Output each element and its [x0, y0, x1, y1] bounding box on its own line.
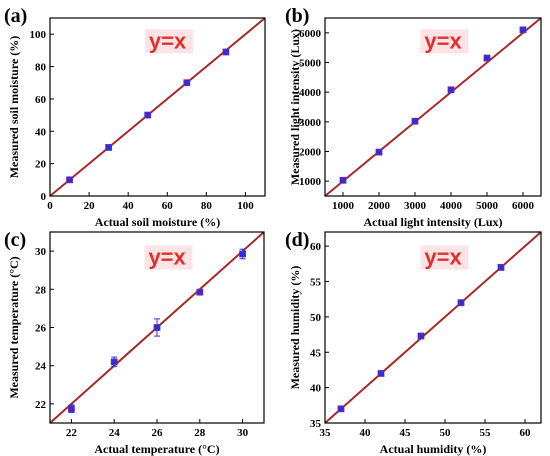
data-point — [447, 86, 455, 94]
data-point — [222, 48, 230, 56]
x-tick-label: 40 — [123, 200, 135, 212]
x-tick-label: 55 — [480, 427, 492, 439]
data-point — [183, 79, 191, 87]
x-tick-label: 4000 — [440, 200, 463, 212]
data-point — [66, 176, 73, 184]
y-axis-title: Measured light intensity (Lux) — [288, 29, 302, 185]
x-tick-label: 20 — [84, 200, 96, 212]
annotation-highlight — [144, 29, 193, 54]
x-axis-title: Actual soil moisture (%) — [95, 215, 220, 229]
x-tick-label: 22 — [66, 427, 78, 439]
y-axis-title: Measured humidity (%) — [288, 266, 302, 390]
chart-panel-1: y=x 0 20 40 60 80 100 0 20 40 60 80 100 Actual soil m… — [4, 5, 266, 229]
x-axis-title: Actual temperature (°C) — [94, 442, 219, 456]
y-tick-label: 5000 — [299, 58, 322, 70]
panel-label: (b) — [285, 5, 309, 27]
y-tick-label: 40 — [35, 126, 47, 138]
annotation-label: y=x — [148, 244, 186, 269]
fit-line — [325, 18, 541, 196]
data-point — [239, 250, 247, 258]
y-tick-label: 45 — [310, 347, 322, 359]
plot-frame — [49, 17, 266, 197]
y-tick-label: 26 — [35, 323, 47, 335]
x-tick-label: 1000 — [332, 200, 355, 212]
data-point — [375, 148, 383, 156]
y-tick-label: 55 — [310, 277, 322, 289]
annotation-label: y=x — [424, 28, 462, 53]
y-tick-label: 28 — [35, 284, 47, 296]
x-tick-label: 45 — [400, 427, 412, 439]
y-tick-label: 40 — [310, 383, 322, 395]
x-tick-label: 2000 — [368, 200, 391, 212]
fit-line — [50, 18, 265, 196]
plot-frame — [324, 17, 542, 197]
x-axis-title: Actual humidity (%) — [380, 442, 487, 456]
y-tick-label: 100 — [30, 29, 47, 41]
y-tick-label: 50 — [310, 312, 322, 324]
y-tick-label: 0 — [41, 191, 47, 203]
y-tick-label: 6000 — [299, 28, 322, 40]
x-tick-label: 6000 — [512, 200, 535, 212]
x-axis-title: Actual light intensity (Lux) — [363, 215, 502, 229]
data-point — [497, 263, 505, 271]
x-tick-label: 28 — [194, 427, 206, 439]
x-tick-label: 60 — [520, 427, 532, 439]
x-tick-label: 5000 — [476, 200, 499, 212]
data-point — [105, 144, 113, 151]
annotation-label: y=x — [149, 28, 187, 53]
data-point — [339, 176, 347, 184]
annotation-highlight — [420, 29, 469, 54]
y-tick-label: 30 — [35, 246, 47, 258]
y-tick-label: 4000 — [299, 87, 322, 99]
x-tick-label: 40 — [360, 427, 372, 439]
data-point — [68, 405, 75, 413]
data-point — [144, 111, 152, 119]
data-point — [196, 288, 204, 296]
y-tick-label: 22 — [35, 399, 47, 411]
x-tick-label: 3000 — [404, 200, 427, 212]
x-tick-label: 26 — [152, 427, 164, 439]
data-point — [337, 405, 345, 413]
y-tick-label: 20 — [35, 159, 47, 171]
x-tick-label: 100 — [237, 200, 254, 212]
y-axis-title: Measured soil moisture (%) — [7, 36, 21, 179]
y-tick-label: 35 — [310, 418, 322, 430]
chart-panel-4: y=x 35 40 45 50 55 60 35 40 45 50 55 60 Actual humidi… — [285, 229, 542, 456]
panel-label: (d) — [285, 229, 309, 251]
data-point — [110, 358, 118, 366]
data-point — [457, 299, 465, 307]
fit-line — [325, 232, 541, 423]
y-tick-label: 60 — [35, 94, 47, 106]
y-tick-label: 1000 — [299, 176, 322, 188]
annotation-highlight — [144, 245, 193, 270]
y-tick-label: 24 — [35, 361, 47, 373]
annotation-label: y=x — [424, 244, 462, 269]
annotation-highlight — [420, 245, 469, 270]
y-tick-label: 2000 — [299, 147, 322, 159]
y-axis-title: Measured temperature (°C) — [7, 256, 21, 398]
x-tick-label: 80 — [201, 200, 213, 212]
y-tick-label: 60 — [310, 241, 322, 253]
data-point — [519, 26, 527, 34]
y-tick-label: 80 — [35, 62, 47, 74]
plot-frame — [324, 231, 542, 424]
x-tick-label: 50 — [440, 427, 452, 439]
chart-panel-3: y=x 22 24 26 28 30 22 24 26 28 30 Actual temperatur… — [4, 229, 265, 456]
data-point — [483, 54, 491, 62]
data-point — [411, 117, 419, 125]
y-tick-label: 3000 — [299, 117, 322, 129]
x-tick-label: 0 — [47, 200, 53, 212]
panel-label: (a) — [4, 5, 27, 27]
x-tick-label: 35 — [320, 427, 332, 439]
data-point — [377, 370, 385, 377]
panel-label: (c) — [4, 229, 26, 251]
x-tick-label: 30 — [237, 427, 249, 439]
x-tick-label: 24 — [109, 427, 121, 439]
chart-panel-2: y=x 1000 2000 3000 4000 5000 6000 1000 2000 3000 4… — [285, 5, 542, 229]
data-point — [153, 324, 161, 331]
data-point — [417, 332, 425, 340]
x-tick-label: 60 — [162, 200, 174, 212]
